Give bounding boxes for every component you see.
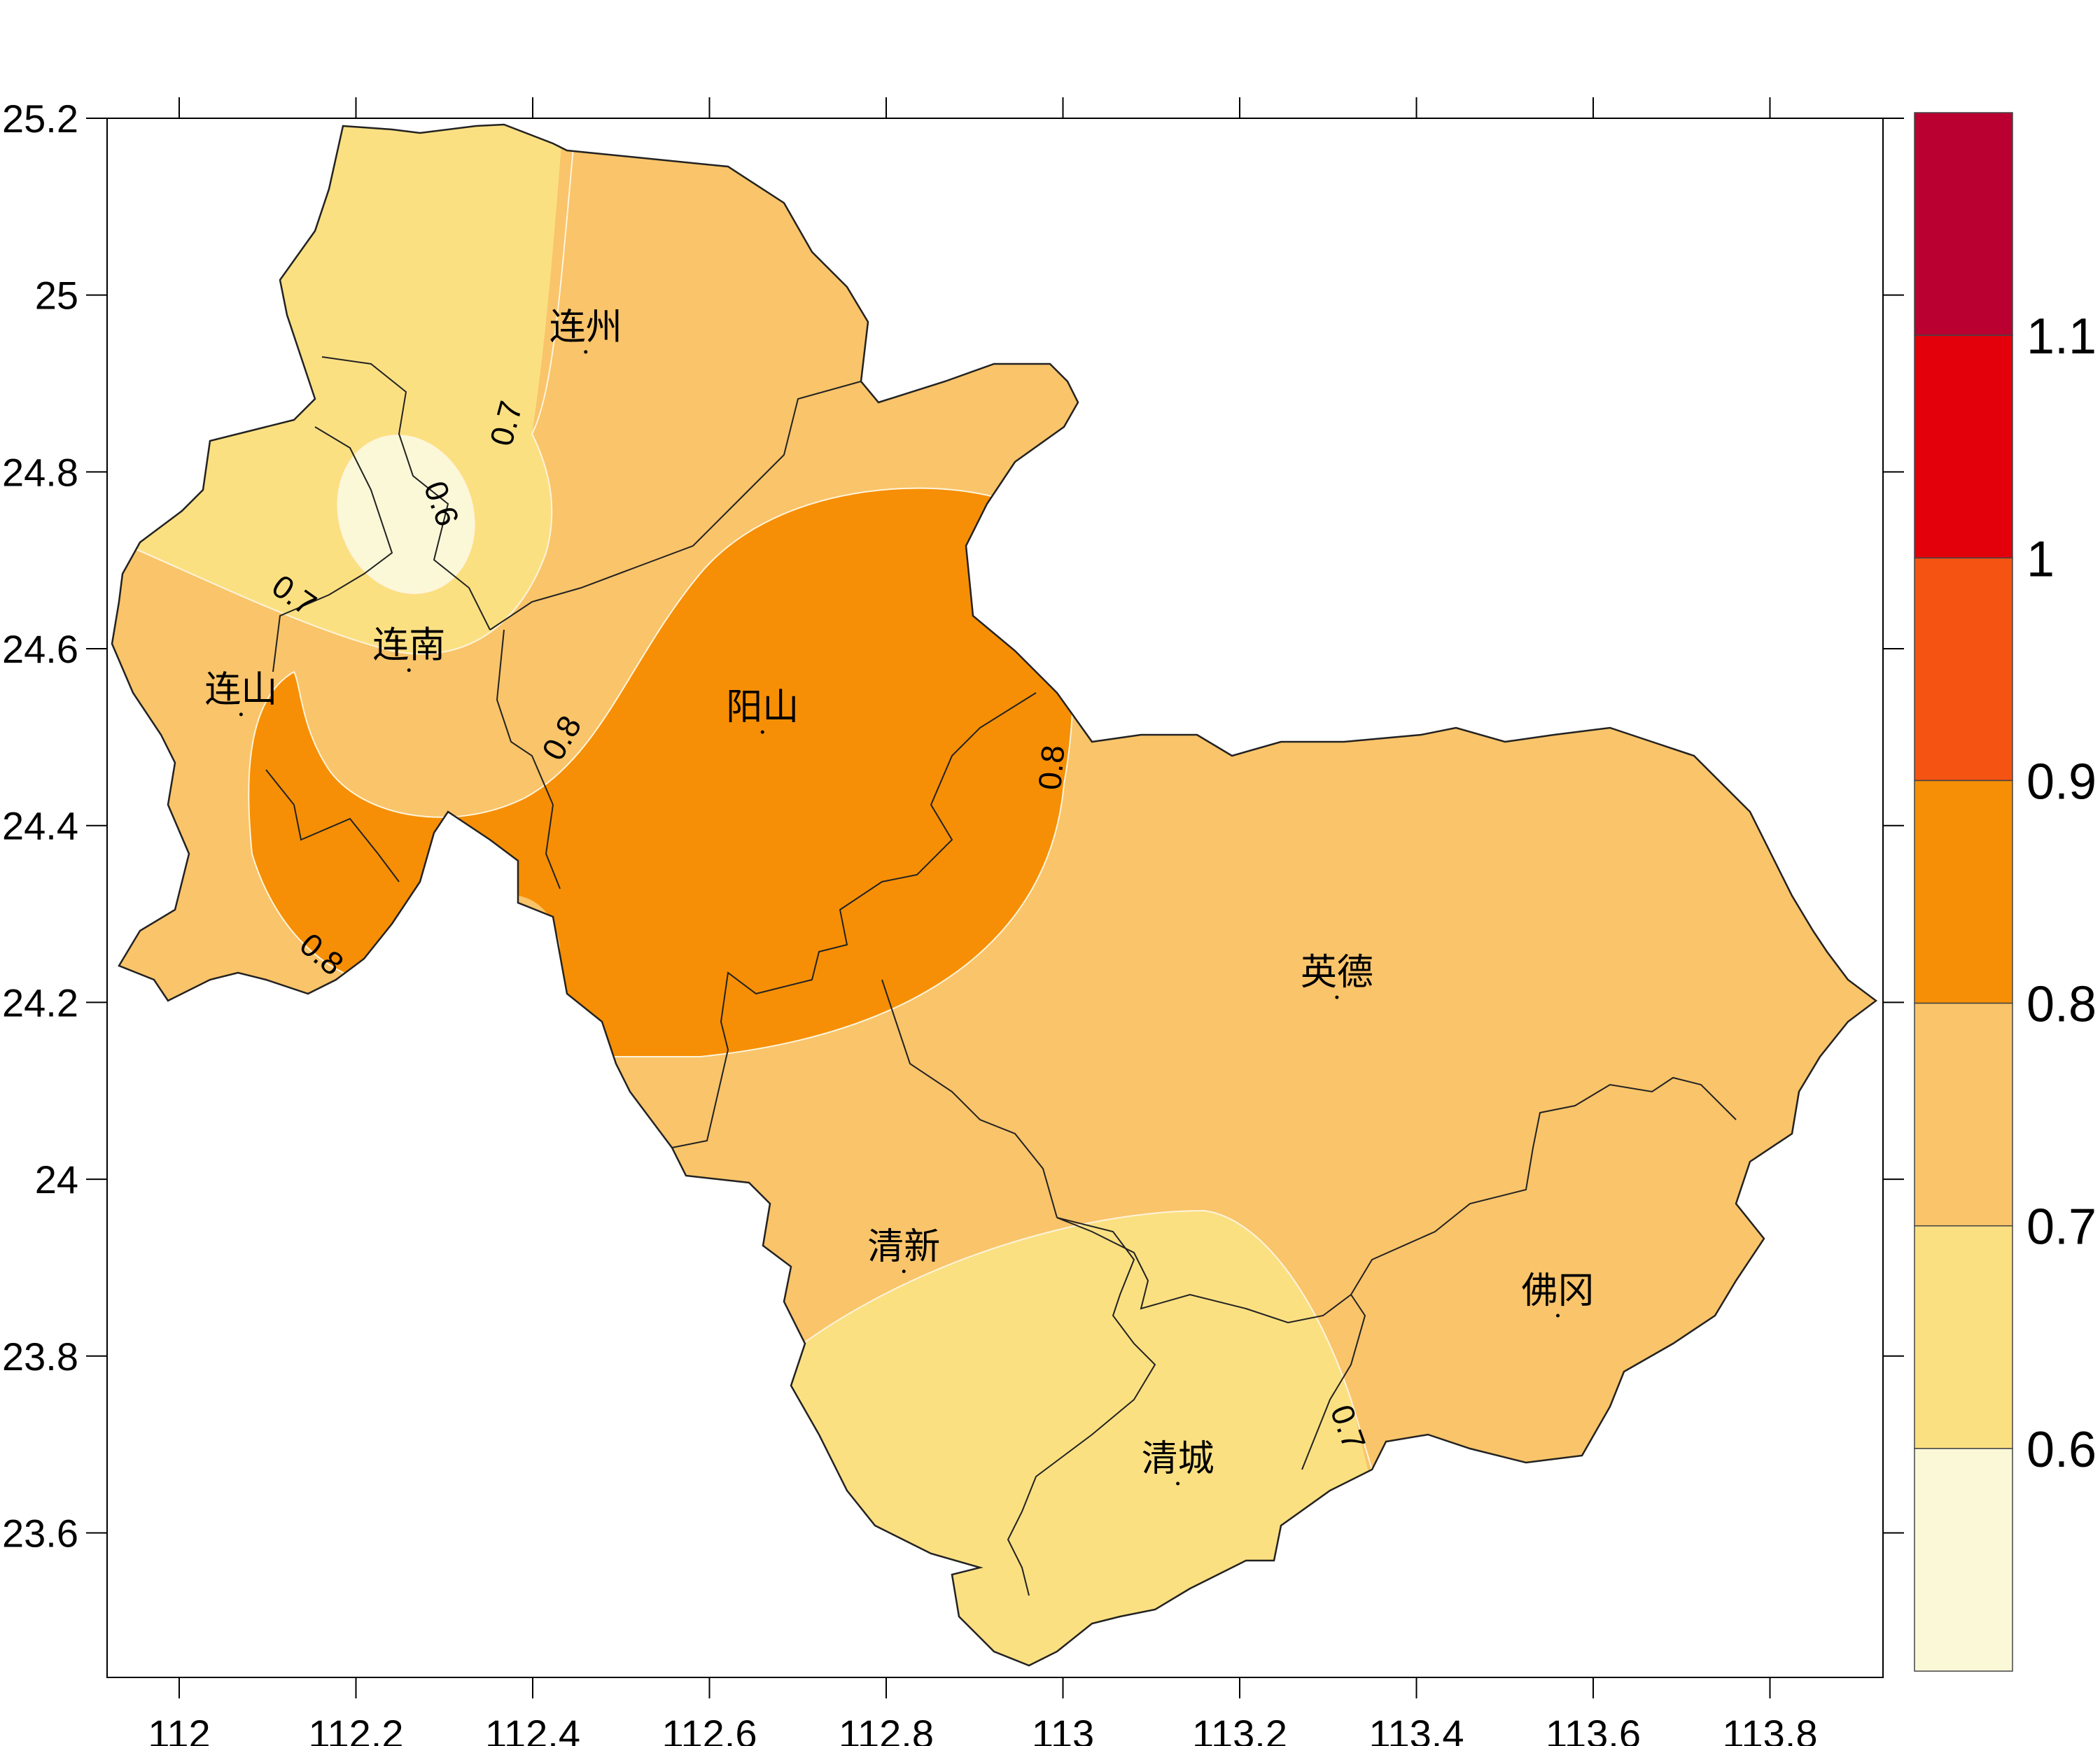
place-marker <box>407 668 411 673</box>
place-name: 连州 <box>550 307 622 349</box>
x-tick-label: 113 <box>1032 1712 1094 1746</box>
place-5: 清新 <box>867 1226 940 1274</box>
place-name: 英德 <box>1301 952 1373 994</box>
y-tick-label: 24 <box>35 1157 78 1202</box>
y-tick-label: 23.6 <box>2 1511 78 1555</box>
place-4: 英德 <box>1301 952 1373 999</box>
x-tick-label: 113.8 <box>1723 1712 1818 1746</box>
legend: 0.6 0.7 0.8 0.9 1 1.1 <box>1914 112 2096 1672</box>
contour-lines <box>112 139 1373 1470</box>
x-tick-label: 112.4 <box>485 1712 580 1746</box>
x-tick-label: 113.6 <box>1546 1712 1641 1746</box>
contour-label: 0.8 <box>1031 744 1071 791</box>
legend-label: 0.9 <box>2026 754 2096 810</box>
legend-swatch <box>1914 335 2013 559</box>
y-tick-label: 23.8 <box>2 1335 78 1379</box>
border-liannan-yangshan <box>496 629 561 889</box>
border-liannan-lianshan <box>272 426 393 673</box>
place-3: 阳山 <box>726 687 799 734</box>
legend-label: 0.7 <box>2026 1199 2096 1255</box>
legend-swatch <box>1914 557 2013 782</box>
legend-swatch <box>1914 112 2013 336</box>
place-2: 连山 <box>204 669 277 717</box>
y-tick-label: 25.2 <box>2 97 78 141</box>
border-yangshan-yingde <box>671 692 1037 1148</box>
legend-label: 1 <box>2026 531 2054 587</box>
x-tick-label: 113.2 <box>1192 1712 1287 1746</box>
y-tick-label: 25 <box>35 274 78 318</box>
place-name: 连南 <box>372 625 445 667</box>
place-marker <box>584 350 588 354</box>
y-tick-label: 24.8 <box>2 450 78 494</box>
place-name: 清新 <box>867 1226 940 1268</box>
fill-below-06 <box>337 435 475 593</box>
land-outline <box>111 123 1878 1667</box>
legend-label: 0.8 <box>2026 977 2096 1033</box>
place-marker <box>1556 1314 1560 1318</box>
x-tick-label: 112.2 <box>309 1712 404 1746</box>
place-marker <box>239 712 243 717</box>
place-marker <box>1176 1481 1180 1486</box>
y-tick-label: 24.2 <box>2 980 78 1025</box>
legend-swatch <box>1914 1002 2013 1227</box>
place-marker <box>760 730 764 734</box>
place-marker <box>902 1269 906 1274</box>
place-name: 阳山 <box>726 687 799 728</box>
legend-label: 1.1 <box>2026 309 2096 365</box>
x-tick-label: 113.4 <box>1369 1712 1464 1746</box>
x-tick-label: 112.6 <box>662 1712 757 1746</box>
border-fogang-qingcheng <box>1301 1294 1366 1470</box>
legend-swatch <box>1914 1448 2013 1672</box>
x-tick-label: 112.8 <box>839 1712 934 1746</box>
place-name: 佛冈 <box>1521 1270 1594 1312</box>
x-tick-label: 112 <box>148 1712 210 1746</box>
border-fogang-yingde <box>1056 1076 1737 1324</box>
place-name: 清城 <box>1142 1438 1214 1480</box>
border-qingxin-yingde <box>881 979 1058 1218</box>
y-axis: 25.2 25 24.8 24.6 24.4 24.2 24 23.8 23.6 <box>2 97 1904 1555</box>
place-name: 连山 <box>204 669 277 711</box>
place-0: 连州 <box>550 307 622 354</box>
place-7: 清城 <box>1142 1438 1214 1486</box>
border-lianshan-inner <box>265 769 400 882</box>
legend-swatch <box>1914 1225 2013 1449</box>
y-tick-label: 24.4 <box>2 804 78 848</box>
x-axis: 112 112.2 112.4 112.6 112.8 113 113.2 113.4 113.… <box>148 97 1817 1746</box>
border-qingxin-qingcheng <box>1007 1217 1156 1596</box>
place-1: 连南 <box>372 625 445 673</box>
border-lianzhou-liannan <box>321 356 491 631</box>
legend-label: 0.6 <box>2026 1422 2096 1478</box>
legend-swatch <box>1914 780 2013 1004</box>
y-tick-label: 24.6 <box>2 627 78 671</box>
border-lianzhou-yangshan <box>489 381 862 631</box>
place-6: 佛冈 <box>1521 1270 1595 1318</box>
place-marker <box>1335 995 1339 999</box>
county-borders <box>265 356 1737 1596</box>
